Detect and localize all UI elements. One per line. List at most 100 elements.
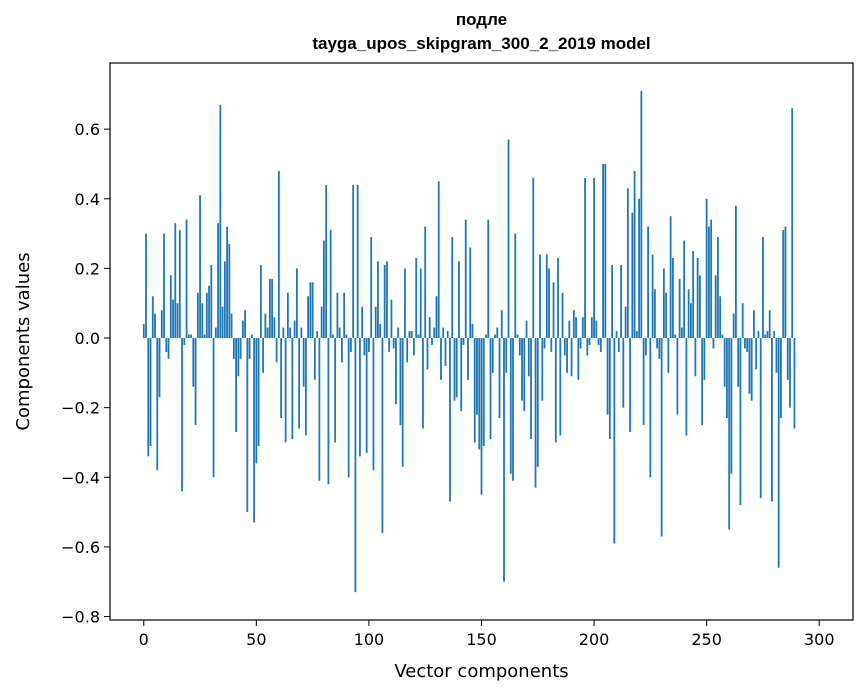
bar-164 <box>512 338 514 481</box>
bar-160 <box>503 338 505 582</box>
bar-88 <box>341 338 343 363</box>
bar-242 <box>687 289 690 339</box>
bar-276 <box>764 334 767 339</box>
bar-44 <box>241 320 244 339</box>
bar-47 <box>248 338 251 359</box>
bar-165 <box>514 233 517 339</box>
bar-128 <box>431 338 433 345</box>
bar-224 <box>647 226 650 339</box>
bar-150 <box>480 338 483 495</box>
bar-55 <box>266 327 269 339</box>
bar-79 <box>320 306 323 339</box>
bar-240 <box>683 240 686 339</box>
x-axis-label: Vector components <box>394 661 568 682</box>
x-tick-label: 0 <box>139 630 149 649</box>
bar-147 <box>473 338 476 443</box>
bar-239 <box>680 327 683 339</box>
bar-96 <box>359 338 361 457</box>
bar-252 <box>710 219 713 339</box>
bar-132 <box>440 338 442 380</box>
bar-269 <box>748 338 751 394</box>
bar-144 <box>467 338 469 380</box>
bar-16 <box>178 230 181 339</box>
bar-56 <box>268 278 271 339</box>
bar-214 <box>624 306 627 339</box>
bar-168 <box>521 338 523 401</box>
bar-266 <box>741 303 744 339</box>
bar-272 <box>755 338 758 370</box>
x-tick-label: 50 <box>246 630 266 649</box>
bar-215 <box>626 188 629 339</box>
bar-281 <box>775 338 778 373</box>
bar-285 <box>784 226 787 339</box>
bar-80 <box>322 240 325 339</box>
bar-83 <box>329 230 332 339</box>
bar-61 <box>280 338 283 419</box>
bar-124 <box>422 338 424 429</box>
y-tick-label: −0.8 <box>61 608 100 627</box>
bar-236 <box>674 334 677 339</box>
bar-197 <box>586 338 589 356</box>
bar-201 <box>595 320 598 339</box>
x-tick-label: 250 <box>691 630 722 649</box>
bar-118 <box>408 331 411 339</box>
bar-185 <box>559 338 562 436</box>
bar-109 <box>388 338 391 352</box>
bar-227 <box>653 289 656 339</box>
bar-289 <box>793 338 796 429</box>
bar-247 <box>699 275 701 339</box>
bar-125 <box>424 226 427 339</box>
bar-76 <box>313 338 316 380</box>
bar-206 <box>606 338 609 415</box>
bar-244 <box>692 250 695 339</box>
bar-101 <box>370 237 373 339</box>
bar-33 <box>217 223 219 339</box>
bar-225 <box>649 338 652 478</box>
bar-135 <box>446 331 449 339</box>
bar-140 <box>458 261 460 339</box>
bar-284 <box>782 230 785 339</box>
bar-106 <box>381 338 384 533</box>
bar-117 <box>406 338 409 363</box>
bar-203 <box>599 338 602 352</box>
bar-238 <box>678 278 681 339</box>
bar-123 <box>419 268 422 339</box>
bar-235 <box>671 257 674 339</box>
bar-113 <box>397 327 400 339</box>
bar-216 <box>629 338 631 433</box>
bar-81 <box>325 184 328 339</box>
bar-31 <box>212 338 215 478</box>
bar-60 <box>277 170 280 339</box>
bar-190 <box>570 338 573 377</box>
bar-0 <box>142 324 145 339</box>
bar-174 <box>534 338 537 488</box>
bar-129 <box>433 327 436 339</box>
bar-245 <box>694 338 697 377</box>
bar-25 <box>199 195 201 339</box>
bar-74 <box>309 282 312 339</box>
bar-234 <box>669 216 672 339</box>
bar-184 <box>557 257 559 339</box>
bar-121 <box>415 257 418 339</box>
bar-48 <box>250 334 253 339</box>
bar-78 <box>318 338 321 481</box>
x-tick-label: 100 <box>354 630 385 649</box>
bar-54 <box>264 313 267 339</box>
bar-187 <box>563 338 566 356</box>
bar-68 <box>295 268 298 339</box>
bar-229 <box>658 338 661 359</box>
bar-17 <box>181 338 183 492</box>
bar-141 <box>460 338 463 412</box>
x-tick-label: 300 <box>804 630 835 649</box>
bar-205 <box>604 163 607 339</box>
bar-72 <box>304 338 307 436</box>
bar-158 <box>498 338 501 419</box>
bar-208 <box>611 264 613 339</box>
bar-232 <box>665 292 668 339</box>
bar-116 <box>404 268 406 339</box>
bar-13 <box>172 299 174 339</box>
bar-157 <box>496 327 499 339</box>
bar-264 <box>737 338 740 387</box>
bar-57 <box>271 278 274 339</box>
bar-58 <box>273 317 276 339</box>
